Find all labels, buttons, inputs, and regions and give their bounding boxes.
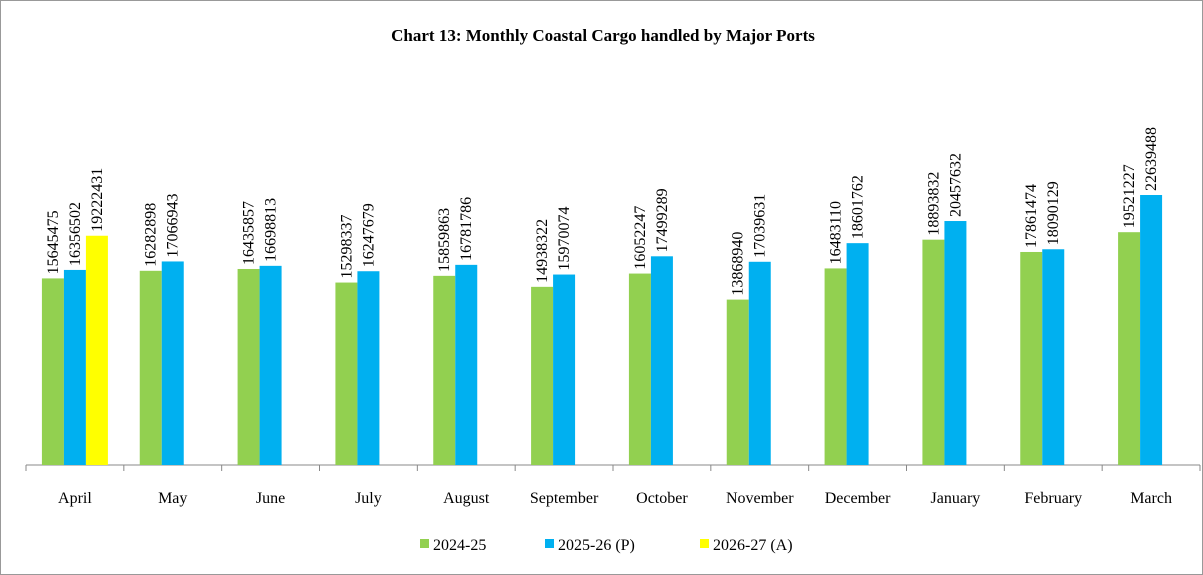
x-tick-label: July <box>355 490 382 507</box>
legend-swatch <box>700 539 709 548</box>
value-label: 16483110 <box>828 201 845 264</box>
bar <box>1042 249 1065 465</box>
value-label: 15970074 <box>556 207 573 271</box>
x-tick-label: April <box>58 490 92 507</box>
bar <box>531 286 554 465</box>
value-label: 15298337 <box>338 215 355 279</box>
bar <box>1020 251 1043 465</box>
value-label: 15645475 <box>45 210 62 274</box>
bar <box>161 261 184 465</box>
bar <box>455 264 478 465</box>
bar <box>650 256 673 465</box>
value-label: 16282898 <box>143 203 160 267</box>
value-label: 20457632 <box>947 153 964 217</box>
value-label: 19521227 <box>1121 164 1138 228</box>
x-tick-label: March <box>1130 490 1172 507</box>
value-label: 18893832 <box>925 172 942 236</box>
value-label: 17066943 <box>165 193 182 257</box>
legend-label: 2024-25 <box>433 537 486 554</box>
bar <box>139 270 162 465</box>
bar <box>63 269 86 465</box>
bar <box>433 275 456 465</box>
bar <box>41 278 64 465</box>
bar <box>846 243 869 465</box>
bar <box>922 239 945 465</box>
bar <box>628 273 651 465</box>
bar <box>748 261 771 465</box>
x-tick-label: February <box>1024 490 1082 507</box>
chart-title: Chart 13: Monthly Coastal Cargo handled … <box>391 26 815 45</box>
value-label: 16435857 <box>241 201 258 265</box>
x-tick-label: November <box>726 490 794 507</box>
x-tick-label: October <box>636 490 688 507</box>
value-label: 18601762 <box>850 175 867 239</box>
x-tick-label: May <box>158 490 187 507</box>
value-label: 16781786 <box>458 197 475 261</box>
legend-swatch <box>420 539 429 548</box>
value-label: 19222431 <box>89 168 106 232</box>
bar <box>357 271 380 465</box>
value-label: 16052247 <box>632 206 649 270</box>
legend-label: 2026-27 (A) <box>713 537 793 554</box>
value-label: 15859863 <box>436 208 453 272</box>
bar <box>553 274 576 465</box>
value-label: 17861474 <box>1023 184 1040 248</box>
value-label: 16247679 <box>360 203 377 267</box>
bar <box>335 282 358 465</box>
value-label: 14938322 <box>534 219 551 283</box>
value-label: 13868940 <box>730 232 747 296</box>
x-tick-label: August <box>443 490 490 507</box>
bar <box>944 221 967 465</box>
legend-swatch <box>545 539 554 548</box>
bar <box>259 265 282 465</box>
x-tick-label: September <box>530 490 599 507</box>
bar <box>726 299 749 465</box>
value-label: 18090129 <box>1045 181 1062 245</box>
x-tick-label: December <box>825 490 891 507</box>
bar <box>1140 195 1163 465</box>
bar <box>824 268 847 465</box>
bar <box>237 268 260 465</box>
legend-label: 2025-26 (P) <box>558 537 635 554</box>
value-label: 17039631 <box>752 194 769 258</box>
x-tick-label: January <box>931 490 981 507</box>
bar <box>85 235 108 465</box>
value-label: 17499289 <box>654 188 671 252</box>
bar <box>1118 232 1141 465</box>
value-label: 22639488 <box>1143 127 1160 191</box>
x-tick-label: June <box>256 490 285 507</box>
value-label: 16356502 <box>67 202 84 266</box>
value-label: 16698813 <box>263 198 280 262</box>
